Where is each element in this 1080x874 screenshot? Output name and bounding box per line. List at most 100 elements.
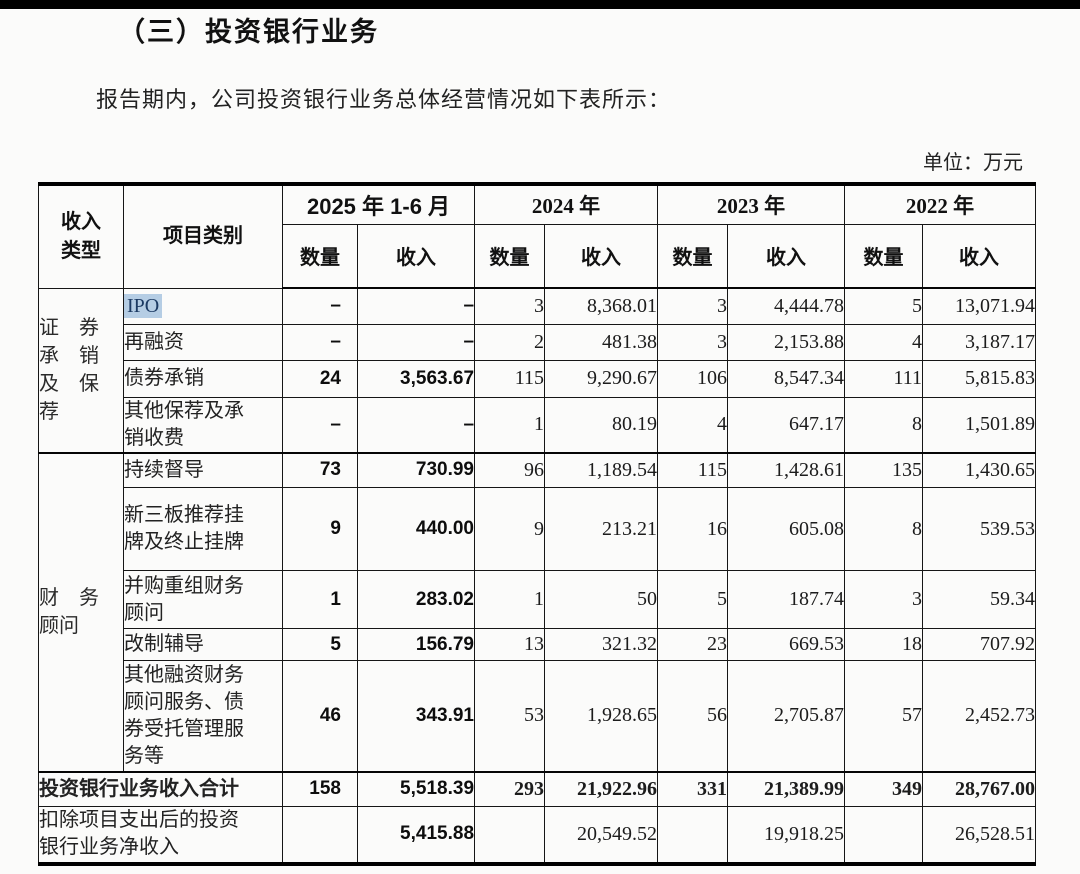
row-label: 债券承销 (123, 359, 283, 398)
table-cell: 8 (844, 396, 924, 453)
table-cell: 293 (474, 770, 546, 807)
table-cell: 50 (544, 570, 659, 629)
header-qty: 数量 (474, 223, 546, 289)
header-income-type: 收入 类型 (38, 183, 124, 289)
section-title: （三）投资银行业务 (118, 17, 379, 47)
table-cell: 115 (474, 359, 546, 398)
group-label-underwriting: 证 券 承 销 及 保 荐 (38, 287, 124, 453)
table-cell: 59.34 (922, 570, 1037, 629)
table-cell: 46 (282, 660, 358, 772)
row-label: 新三板推荐挂 牌及终止挂牌 (123, 487, 283, 571)
ipo-highlight-selection: IPO (124, 293, 163, 318)
table-cell: 53 (474, 660, 546, 772)
table-cell: 647.17 (727, 396, 846, 453)
table-cell: 3 (657, 323, 729, 361)
table-cell: 440.00 (356, 487, 476, 571)
header-income: 收入 (544, 223, 659, 289)
table-row-refinancing: 再融资 – – 2 481.38 3 2,153.88 4 3,187.17 (39, 323, 1037, 361)
header-period-2022: 2022 年 (844, 183, 1037, 225)
table-cell: 481.38 (544, 323, 659, 361)
table-cell: 5,415.88 (356, 806, 476, 864)
table-cell: 8 (844, 487, 924, 571)
table-row-continuous-supervision: 财 务 顾问 持续督导 73 730.99 96 1,189.54 115 1,… (38, 451, 1037, 772)
investment-banking-table: 收入 类型 项目类别 2025 年 1-6 月 2024 年 2023 年 20… (38, 182, 1037, 866)
row-label: 再融资 (123, 323, 283, 361)
header-income: 收入 (727, 223, 846, 289)
table-cell: 1,189.54 (544, 451, 659, 488)
table-cell: 707.92 (922, 628, 1037, 661)
header-qty: 数量 (844, 223, 924, 289)
table-cell: 13,071.94 (922, 287, 1037, 325)
table-cell: 343.91 (356, 660, 476, 772)
header-period-2024: 2024 年 (474, 183, 659, 225)
net-row-label: 扣除项目支出后的投资 银行业务净收入 (38, 806, 283, 864)
table-cell: 730.99 (356, 451, 476, 488)
table-cell: 669.53 (727, 628, 846, 661)
row-label: IPO (123, 287, 283, 325)
table-cell: 605.08 (727, 487, 846, 571)
table-cell: 9 (474, 487, 546, 571)
table-cell: 16 (657, 487, 729, 571)
table-cell: 57 (844, 660, 924, 772)
table-cell: 3,187.17 (922, 323, 1037, 361)
table-cell: 135 (844, 451, 924, 488)
table-cell: 5 (282, 628, 358, 661)
table-row-bond-underwriting: 债券承销 24 3,563.67 115 9,290.67 106 8,547.… (39, 359, 1037, 398)
table-cell: 9 (282, 487, 358, 571)
table-cell: 5,518.39 (356, 770, 476, 807)
table-cell: 2,153.88 (727, 323, 846, 361)
header-project-category: 项目类别 (123, 183, 283, 289)
table-cell: 106 (657, 359, 729, 398)
table-cell: 21,922.96 (544, 770, 659, 807)
table-cell: 5 (657, 570, 729, 629)
table-cell: 13 (474, 628, 546, 661)
table-cell: 80.19 (544, 396, 659, 453)
table-cell: – (356, 396, 476, 453)
table-cell: 4 (657, 396, 729, 453)
table-cell (282, 806, 358, 864)
table-cell (474, 806, 546, 864)
table-cell: 3 (657, 287, 729, 325)
table-cell: 158 (282, 770, 358, 807)
header-income: 收入 (356, 223, 476, 289)
table-cell: 1 (474, 570, 546, 629)
table-cell: 21,389.99 (727, 770, 846, 807)
table-cell: 1,428.61 (727, 451, 846, 488)
top-black-bar (0, 0, 1080, 9)
table-row-other-advisory-services: 其他融资财务 顾问服务、债 券受托管理服 务等 46 343.91 53 1,9… (39, 660, 1037, 772)
group-label-financial-advisory: 财 务 顾问 (38, 451, 124, 772)
table-cell: 539.53 (922, 487, 1037, 571)
table-cell: 187.74 (727, 570, 846, 629)
row-label: 其他融资财务 顾问服务、债 券受托管理服 务等 (123, 660, 283, 772)
table-cell: 331 (657, 770, 729, 807)
table-cell: – (282, 323, 358, 361)
table-row-ma-advisory: 并购重组财务 顾问 1 283.02 1 50 5 187.74 3 59.34 (39, 570, 1037, 629)
row-label: 改制辅导 (123, 628, 283, 661)
table-cell: 8,368.01 (544, 287, 659, 325)
table-cell: – (282, 396, 358, 453)
table-cell: 2,705.87 (727, 660, 846, 772)
table-cell: 283.02 (356, 570, 476, 629)
table-cell: 321.32 (544, 628, 659, 661)
table-cell: 5,815.83 (922, 359, 1037, 398)
header-period-2025: 2025 年 1-6 月 (281, 183, 476, 225)
header-income: 收入 (922, 223, 1037, 289)
total-row-label: 投资银行业务收入合计 (38, 770, 283, 807)
table-cell: 349 (844, 770, 924, 807)
intro-paragraph: 报告期内，公司投资银行业务总体经营情况如下表所示： (96, 87, 672, 112)
table-cell: 8,547.34 (727, 359, 846, 398)
table-cell: 19,918.25 (727, 806, 846, 864)
row-label: 持续督导 (123, 451, 283, 488)
table-cell (844, 806, 924, 864)
table-cell: 28,767.00 (922, 770, 1037, 807)
table-cell: 3 (474, 287, 546, 325)
table-cell: 1 (474, 396, 546, 453)
table-cell (657, 806, 729, 864)
table-row-ipo: 证 券 承 销 及 保 荐 IPO – – 3 8,368.01 3 4,444… (38, 287, 1037, 453)
table-cell: 3,563.67 (356, 359, 476, 398)
table-row-restructuring-guidance: 改制辅导 5 156.79 13 321.32 23 669.53 18 707… (39, 628, 1037, 661)
header-qty: 数量 (657, 223, 729, 289)
table-cell: 56 (657, 660, 729, 772)
table-cell: – (356, 323, 476, 361)
table-cell: 96 (474, 451, 546, 488)
